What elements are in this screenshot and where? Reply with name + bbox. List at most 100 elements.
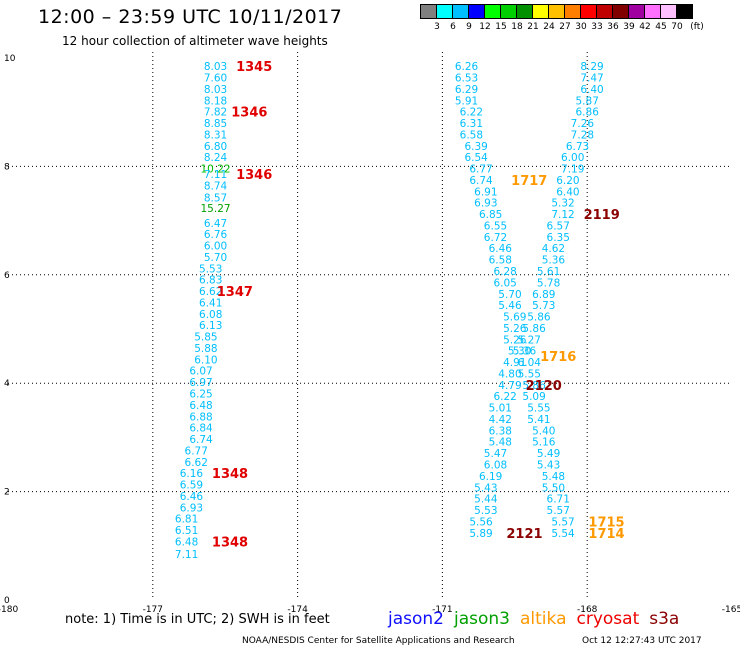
wave-height-point: 6.72 [484, 232, 507, 244]
x-tick-label: -168 [577, 605, 598, 615]
pass-time-label: 2120 [526, 379, 562, 394]
wave-height-point: 5.78 [537, 277, 560, 289]
wave-height-point: 5.54 [551, 528, 575, 540]
scale-label: 39 [623, 22, 635, 32]
pass-time-label: 1345 [236, 60, 272, 75]
wave-height-point: 5.16 [532, 437, 556, 449]
wave-height-point: 6.28 [493, 266, 516, 278]
pass-time-label: 2119 [584, 208, 620, 223]
wave-height-point: 6.08 [484, 460, 507, 472]
pass-time-label: 1348 [212, 467, 248, 482]
wave-height-point: 6.76 [204, 229, 228, 241]
pass-time-label: 1715 [588, 515, 624, 530]
wave-height-point: 7.11 [204, 169, 227, 181]
footer-note: note: 1) Time is in UTC; 2) SWH is in fe… [65, 612, 330, 627]
wave-height-point: 5.53 [199, 263, 222, 275]
wave-height-point: 8.03 [204, 84, 227, 96]
page-title: 12:00 – 23:59 UTC 10/11/2017 [38, 6, 343, 28]
wave-height-point: 6.84 [189, 423, 213, 435]
wave-height-point: 5.91 [455, 95, 478, 107]
wave-height-point: 5.73 [532, 300, 555, 312]
wave-height-point: 5.61 [537, 266, 560, 278]
y-tick-label: 0 [4, 596, 10, 606]
wave-height-point: 5.36 [542, 255, 566, 267]
wave-height-point: 5.87 [576, 95, 599, 107]
wave-height-point: 6.85 [479, 209, 502, 221]
wave-height-point: 6.53 [455, 73, 478, 85]
pass-time-label: 1714 [588, 527, 624, 542]
scale-label: 9 [466, 22, 472, 32]
wave-height-point: 6.16 [180, 468, 204, 480]
wave-height-point: 5.27 [518, 334, 541, 346]
legend-item: altika [520, 609, 567, 629]
scale-label: 45 [655, 22, 667, 32]
wave-height-point: 6.07 [189, 366, 212, 378]
wave-height-point: 6.40 [556, 186, 579, 198]
wave-height-point: 7.82 [204, 107, 227, 119]
wave-height-point: 5.55 [527, 403, 550, 415]
wave-height-point: 5.48 [542, 471, 565, 483]
page-subtitle: 12 hour collection of altimeter wave hei… [62, 34, 328, 48]
wave-height-point: 6.57 [547, 220, 570, 232]
wave-height-point: 4.91 [503, 357, 526, 369]
footer-timestamp: Oct 12 12:27:43 UTC 2017 [582, 636, 702, 646]
wave-height-point: 5.26 [503, 334, 527, 346]
wave-height-point: 6.47 [204, 218, 227, 230]
scale-label: 12 [479, 22, 491, 32]
wave-height-point: 6.22 [493, 391, 516, 403]
wave-height-point: 6.83 [199, 275, 222, 287]
wave-height-point: 5.44 [474, 494, 498, 506]
x-tick-label: -180 [0, 605, 18, 615]
legend-item: jason2 [388, 609, 444, 629]
wave-height-point: 5.55 [518, 368, 541, 380]
wave-height-point: 6.58 [460, 129, 483, 141]
footer-credit: NOAA/NESDIS Center for Satellite Applica… [242, 636, 515, 646]
wave-height-point: 4.62 [542, 243, 565, 255]
scale-label: 27 [559, 22, 571, 32]
scale-label: (ft) [690, 22, 704, 32]
wave-height-point: 6.86 [576, 107, 600, 119]
wave-height-point: 8.74 [204, 180, 228, 192]
pass-time-label: 1348 [212, 535, 248, 550]
wave-height-point: 7.11 [175, 549, 198, 561]
pass-time-label: 2121 [506, 527, 542, 542]
wave-height-point: 5.40 [532, 425, 555, 437]
wave-height-point: 5.43 [474, 482, 497, 494]
scale-label: 21 [527, 22, 539, 32]
wave-height-point: 7.19 [561, 164, 584, 176]
wave-height-point: 8.03 [204, 61, 227, 73]
wave-height-point: 6.91 [474, 186, 497, 198]
wave-height-point: 5.86 [527, 312, 551, 324]
x-tick-label: -165 [722, 605, 740, 615]
y-tick-label: 2 [4, 488, 10, 498]
legend-item: jason3 [454, 609, 510, 629]
wave-height-point: 5.46 [498, 300, 522, 312]
satellite-legend: jason2 jason3 altika cryosat s3a [388, 609, 689, 629]
wave-height-point: 6.54 [464, 152, 488, 164]
wave-height-point: 6.55 [484, 220, 507, 232]
x-tick-label: -177 [143, 605, 163, 615]
scale-label: 15 [495, 22, 507, 32]
wave-height-point: 6.05 [493, 277, 516, 289]
wave-height-point: 6.19 [479, 471, 502, 483]
wave-height-point: 5.56 [469, 516, 493, 528]
wave-height-point: 6.00 [561, 152, 584, 164]
wave-height-point: 6.10 [194, 354, 217, 366]
legend-item: s3a [649, 609, 680, 629]
wave-height-point: 6.58 [489, 255, 512, 267]
wave-height-point: 6.39 [464, 141, 487, 153]
wave-height-point: 4.80 [498, 368, 521, 380]
pass-time-label: 1717 [511, 174, 547, 189]
wave-height-point: 5.09 [522, 391, 545, 403]
wave-height-point: 5.70 [498, 289, 521, 301]
wave-height-point: 5.50 [542, 482, 565, 494]
wave-height-point: 6.13 [199, 320, 222, 332]
wave-height-point: 6.46 [489, 243, 513, 255]
wave-height-point: 8.29 [580, 61, 603, 73]
wave-height-point: 6.40 [580, 84, 603, 96]
wave-height-point: 6.62 [185, 457, 208, 469]
wave-height-point: 5.32 [551, 198, 574, 210]
wave-height-point: 6.88 [189, 411, 212, 423]
wave-height-point: 5.85 [194, 332, 217, 344]
wave-height-point: 5.88 [194, 343, 217, 355]
